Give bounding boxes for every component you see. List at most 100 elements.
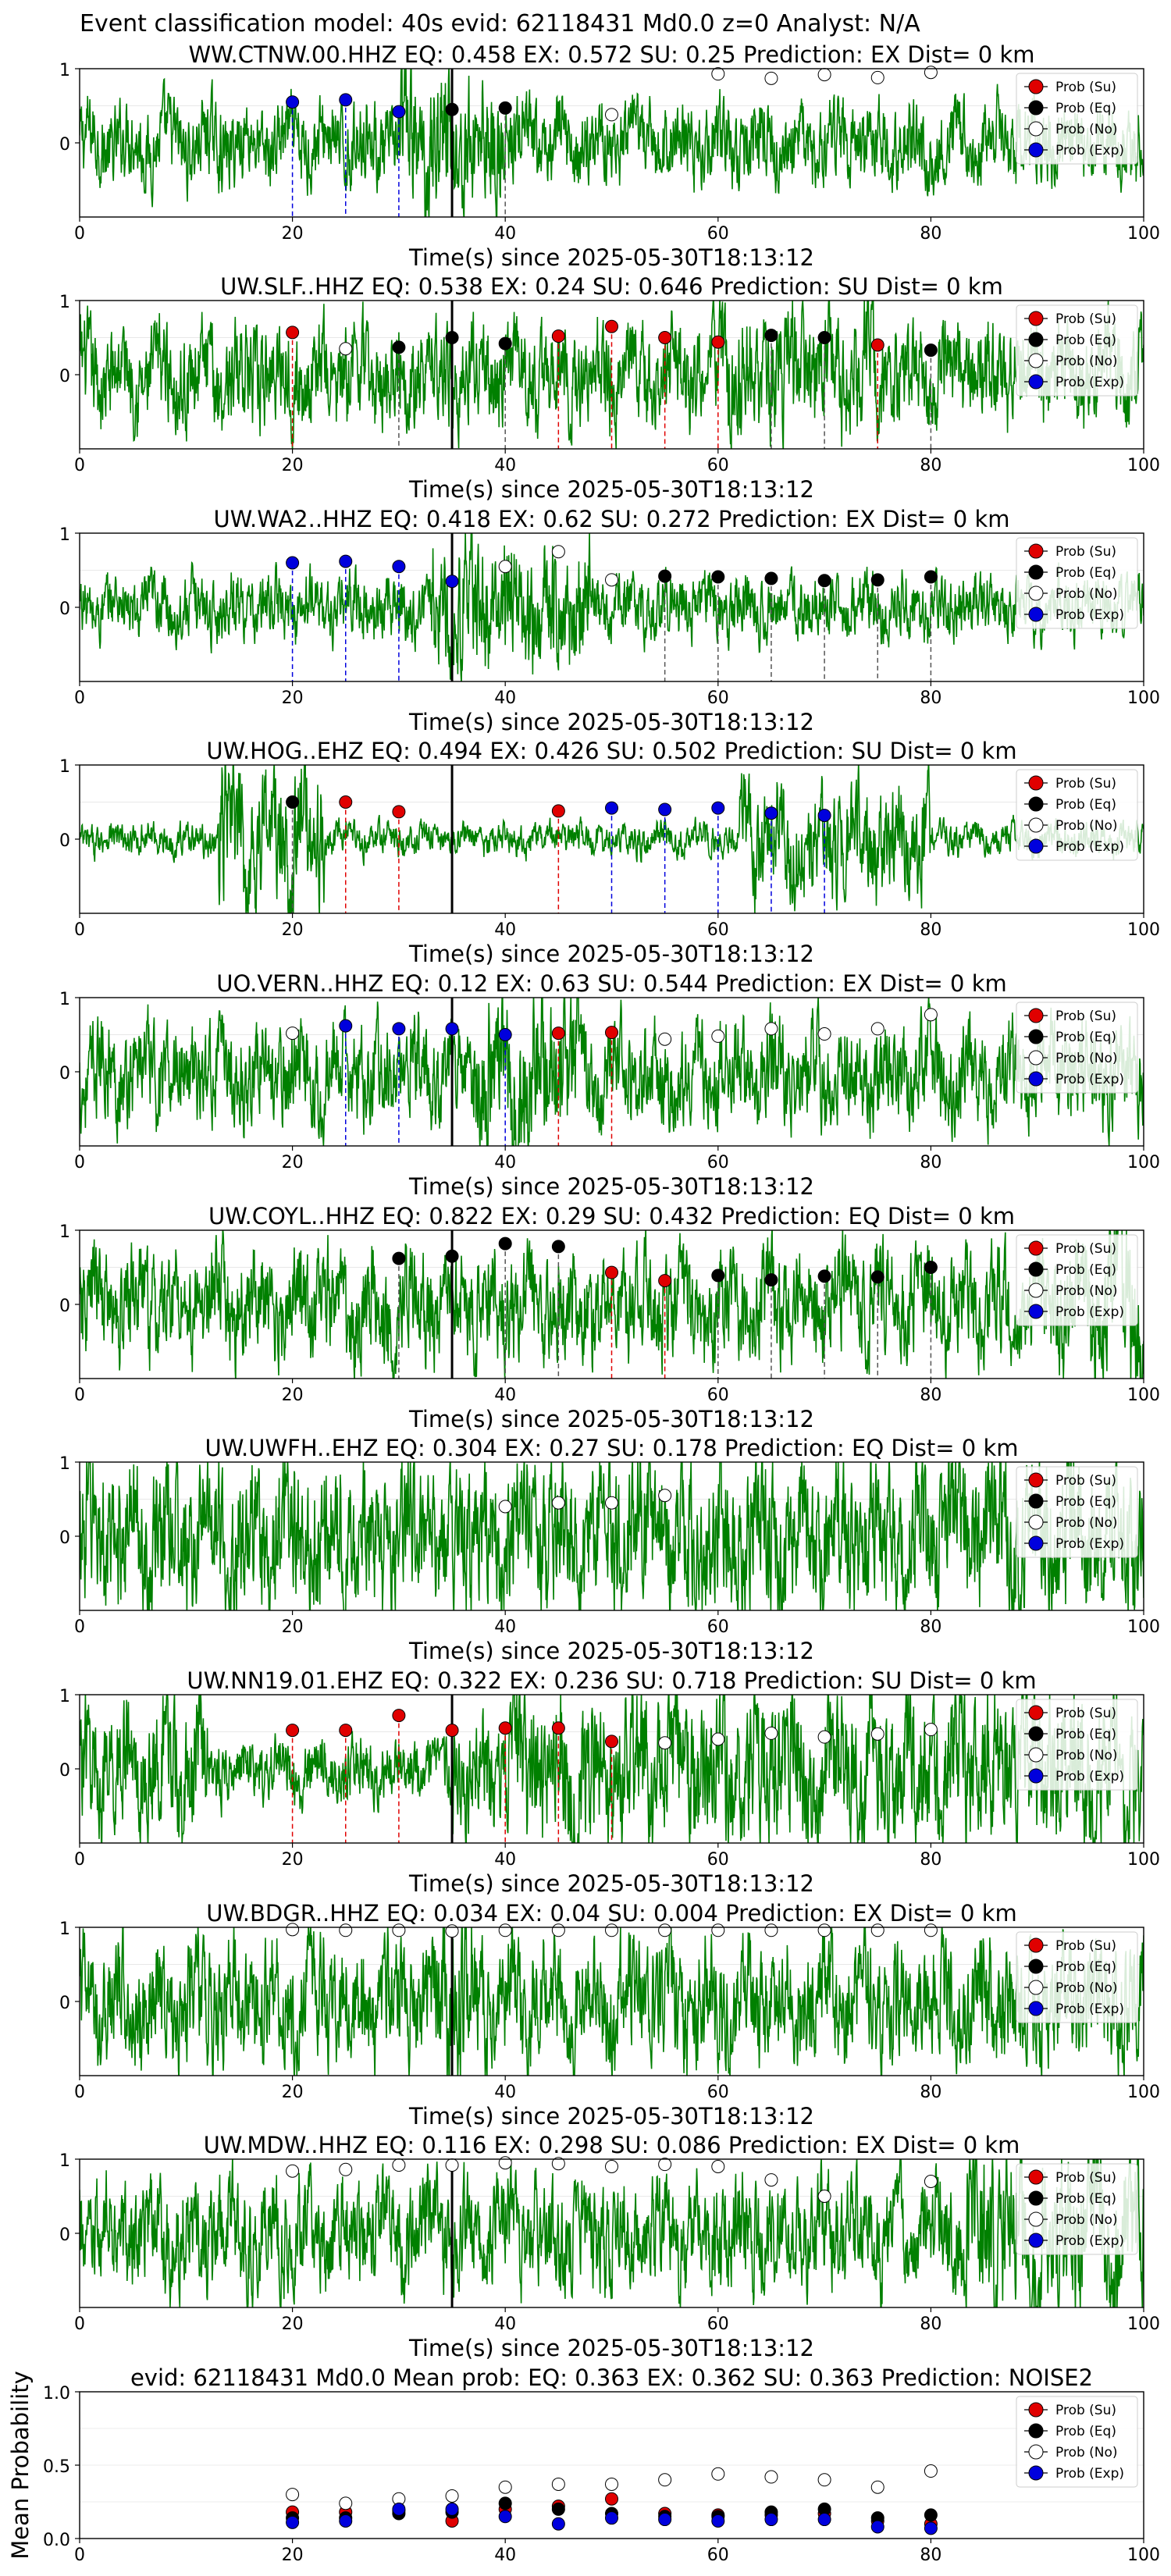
y-tick-label: 0.0	[43, 2531, 70, 2550]
x-tick-label: 0	[74, 920, 85, 940]
legend-marker-no	[1028, 1514, 1044, 1530]
panel-title: UW.WA2..HHZ EQ: 0.418 EX: 0.62 SU: 0.272…	[213, 506, 1009, 532]
legend-label-exp: Prob (Exp)	[1055, 2466, 1124, 2482]
legend-marker-su	[1028, 79, 1044, 94]
prob-point-exp	[658, 802, 672, 817]
x-tick-label: 20	[282, 2546, 304, 2565]
prob-point-exp	[445, 1022, 459, 1036]
x-tick-label: 80	[920, 2083, 941, 2102]
x-tick-label: 100	[1127, 2546, 1160, 2565]
prob-point-no	[870, 1923, 884, 1937]
legend-label-exp: Prob (Exp)	[1055, 2001, 1124, 2017]
y-tick-label: 0.5	[43, 2457, 70, 2477]
legend-label-exp: Prob (Exp)	[1055, 1304, 1124, 1320]
prob-point-no	[924, 66, 938, 80]
legend-marker-eq	[1028, 564, 1044, 580]
legend-label-eq: Prob (Eq)	[1055, 101, 1116, 116]
legend-box	[1016, 1699, 1138, 1791]
prob-point-eq	[551, 1240, 565, 1254]
x-tick-label: 80	[920, 1386, 941, 1405]
legend-label-no: Prob (No)	[1055, 2445, 1118, 2460]
legend-label-su: Prob (Su)	[1055, 311, 1116, 327]
prob-point-su	[711, 335, 725, 349]
prob-point-no	[711, 1732, 725, 1746]
seismic-waveform	[80, 1927, 1144, 2076]
y-tick-label: 1	[59, 990, 70, 1009]
y-tick-label: 0	[59, 1994, 70, 2013]
legend-label-eq: Prob (Eq)	[1055, 1262, 1116, 1278]
x-tick-label: 0	[74, 2546, 85, 2565]
mean-prob-point-exp	[924, 2521, 938, 2535]
legend-marker-eq	[1028, 100, 1044, 116]
x-tick-label: 0	[74, 224, 85, 244]
legend-marker-exp	[1028, 2001, 1044, 2016]
legend-marker-su	[1028, 1705, 1044, 1720]
mean-prob-point-exp	[764, 2513, 778, 2527]
legend-label-no: Prob (No)	[1055, 818, 1118, 834]
panel-title: UW.SLF..HHZ EQ: 0.538 EX: 0.24 SU: 0.646…	[220, 273, 1003, 300]
x-tick-label: 80	[920, 2546, 941, 2565]
prob-point-no	[286, 1923, 300, 1937]
plot-area	[80, 1695, 1144, 1843]
legend-label-no: Prob (No)	[1055, 1748, 1118, 1763]
legend-label-exp: Prob (Exp)	[1055, 1769, 1124, 1784]
x-tick-label: 60	[707, 2546, 729, 2565]
legend-marker-su	[1028, 311, 1044, 326]
prob-point-exp	[286, 556, 300, 570]
x-tick-label: 40	[494, 456, 516, 475]
waveform-panel-uw-uwfh-ehz: UW.UWFH..EHZ EQ: 0.304 EX: 0.27 SU: 0.17…	[59, 1435, 1160, 1664]
x-tick-label: 80	[920, 224, 941, 244]
legend-marker-no	[1028, 1283, 1044, 1298]
prob-point-su	[286, 1724, 300, 1738]
x-tick-label: 60	[707, 1153, 729, 1172]
x-tick-label: 80	[920, 2314, 941, 2334]
mean-prob-point-exp	[498, 2510, 512, 2524]
legend-marker-eq	[1028, 1959, 1044, 1974]
prob-point-no	[286, 2164, 300, 2178]
mean-prob-point-no	[445, 2489, 459, 2503]
prob-point-no	[498, 1500, 512, 1514]
legend-marker-eq	[1028, 1029, 1044, 1044]
prob-point-exp	[392, 1022, 406, 1036]
x-axis-label: Time(s) since 2025-05-30T18:13:12	[408, 2335, 814, 2361]
mean-prob-point-exp	[658, 2513, 672, 2527]
x-tick-label: 0	[74, 688, 85, 708]
panel-title: UW.NN19.01.EHZ EQ: 0.322 EX: 0.236 SU: 0…	[187, 1667, 1036, 1694]
prob-point-no	[498, 560, 512, 574]
legend-label-no: Prob (No)	[1055, 354, 1118, 369]
legend-label-eq: Prob (Eq)	[1055, 333, 1116, 348]
legend-label-eq: Prob (Eq)	[1055, 1494, 1116, 1510]
prob-point-exp	[339, 554, 353, 568]
prob-point-no	[605, 1923, 618, 1937]
legend-marker-eq	[1028, 332, 1044, 347]
legend-marker-exp	[1028, 1768, 1044, 1784]
x-tick-label: 20	[282, 920, 304, 940]
prob-point-exp	[339, 1019, 353, 1033]
legend-marker-exp	[1028, 2465, 1044, 2481]
prob-point-no	[817, 2190, 831, 2203]
x-axis-label: Time(s) since 2025-05-30T18:13:12	[408, 1870, 814, 1897]
prob-point-su	[551, 804, 565, 818]
prob-point-eq	[711, 1268, 725, 1283]
panel-title: UW.HOG..EHZ EQ: 0.494 EX: 0.426 SU: 0.50…	[206, 738, 1016, 764]
legend-label-eq: Prob (Eq)	[1055, 565, 1116, 581]
y-tick-label: 0	[59, 367, 70, 386]
waveform-panel-uo-vern-hhz: UO.VERN..HHZ EQ: 0.12 EX: 0.63 SU: 0.544…	[59, 970, 1160, 1200]
prob-point-no	[711, 1923, 725, 1937]
mean-prob-point-no	[551, 2477, 565, 2491]
legend-label-no: Prob (No)	[1055, 2212, 1118, 2228]
prob-point-su	[551, 1026, 565, 1041]
prob-point-eq	[286, 795, 300, 809]
legend-box	[1016, 1931, 1138, 2023]
x-tick-label: 20	[282, 2314, 304, 2334]
prob-point-su	[605, 1265, 618, 1279]
x-tick-label: 60	[707, 920, 729, 940]
prob-point-exp	[392, 105, 406, 119]
x-tick-label: 40	[494, 224, 516, 244]
x-tick-label: 0	[74, 1850, 85, 1870]
x-tick-label: 100	[1127, 2083, 1160, 2102]
legend-marker-no	[1028, 353, 1044, 368]
prob-point-no	[764, 2173, 778, 2187]
mean-prob-point-no	[498, 2480, 512, 2494]
